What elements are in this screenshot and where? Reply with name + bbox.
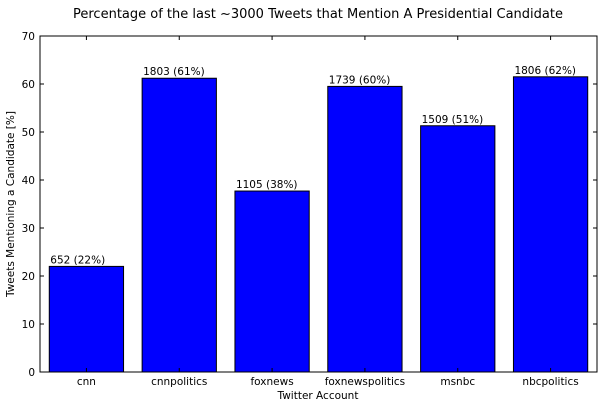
bar-data-label: 1803 (61%)	[143, 66, 205, 78]
y-tick-label: 20	[22, 271, 35, 283]
bar-msnbc	[420, 125, 496, 373]
bar-foxnews	[234, 190, 310, 373]
y-tick-label: 40	[22, 175, 35, 187]
y-tick-label: 30	[22, 223, 35, 235]
x-tick-label: cnnpolitics	[151, 376, 207, 388]
y-axis-label: Tweets Mentioning a Candidate [%]	[5, 111, 17, 298]
y-tick-label: 0	[28, 367, 35, 379]
bar-data-label: 1739 (60%)	[329, 74, 391, 86]
bar-data-label: 1509 (51%)	[422, 114, 484, 126]
bar-cnnpolitics	[141, 77, 217, 373]
y-tick-label: 70	[22, 31, 35, 43]
y-tick-label: 60	[22, 79, 35, 91]
x-axis-label: Twitter Account	[277, 390, 359, 402]
bar-data-label: 652 (22%)	[50, 254, 105, 266]
x-tick-label: cnn	[77, 376, 96, 388]
bar-nbcpolitics	[512, 76, 589, 373]
bar-foxnewspolitics	[327, 85, 403, 373]
x-tick-label: foxnews	[250, 376, 293, 388]
x-tick-label: nbcpolitics	[522, 376, 578, 388]
bar-data-label: 1105 (38%)	[236, 179, 298, 191]
bar-cnn	[48, 265, 125, 373]
x-tick-label: msnbc	[440, 376, 475, 388]
y-tick-label: 50	[22, 127, 35, 139]
bars	[48, 76, 589, 373]
plot-area-frame	[39, 35, 598, 373]
x-tick-label: foxnewspolitics	[325, 376, 405, 388]
y-tick-label: 10	[22, 319, 35, 331]
bar-labels: 652 (22%) 1803 (61%) 1105 (38%) 1739 (60%) 1…	[50, 65, 576, 267]
x-axis-ticks: cnn cnnpolitics foxnews foxnewspolitics msnb…	[77, 36, 579, 388]
bar-data-label: 1806 (62%)	[514, 65, 576, 77]
chart-title: Percentage of the last ~3000 Tweets that…	[73, 7, 563, 22]
